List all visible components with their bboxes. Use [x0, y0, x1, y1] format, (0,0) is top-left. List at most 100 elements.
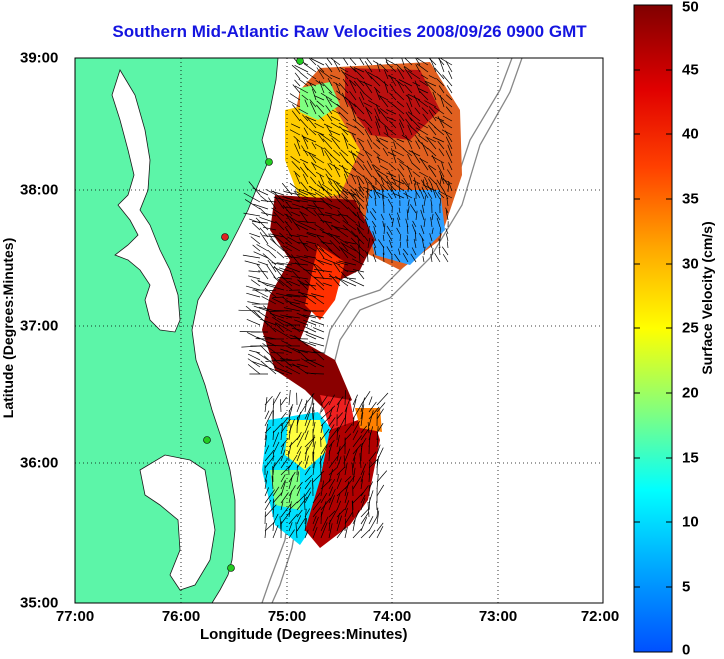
velocity-arrow [281, 296, 293, 305]
velocity-arrow [392, 149, 405, 157]
velocity-arrow [379, 63, 389, 73]
velocity-arrow [301, 134, 309, 143]
velocity-arrow [257, 261, 269, 266]
velocity-arrow [266, 244, 277, 252]
velocity-arrow [366, 58, 373, 66]
velocity-arrow [419, 189, 425, 200]
velocity-arrow [368, 473, 370, 483]
velocity-arrow [360, 412, 364, 427]
velocity-arrow [445, 233, 449, 242]
velocity-arrow [376, 76, 389, 87]
velocity-arrow [413, 238, 417, 249]
velocity-arrow [253, 203, 269, 210]
velocity-arrow [406, 235, 409, 242]
velocity-arrow [328, 273, 341, 287]
velocity-arrow [272, 455, 283, 469]
velocity-arrow [328, 488, 336, 504]
velocity-arrow [428, 165, 437, 178]
colorbar-tick-label: 40 [682, 125, 699, 143]
velocity-arrow [358, 175, 365, 185]
velocity-arrow [421, 107, 429, 115]
x-tick-label: 75:00 [267, 608, 307, 625]
velocity-arrow [359, 91, 365, 101]
velocity-arrow [343, 170, 357, 178]
velocity-arrow [320, 395, 328, 406]
velocity-arrow [360, 494, 366, 504]
velocity-arrow [372, 175, 381, 185]
velocity-arrow [289, 93, 301, 101]
velocity-arrow [434, 126, 445, 136]
velocity-arrow [338, 122, 349, 129]
velocity-arrow [379, 108, 389, 115]
velocity-arrow [293, 136, 301, 143]
velocity-arrow [438, 148, 445, 157]
y-tick-label: 38:00 [20, 181, 59, 199]
velocity-arrow [328, 467, 338, 476]
velocity-arrow [358, 186, 365, 196]
velocity-arrow [343, 129, 357, 136]
velocity-arrow [350, 237, 365, 252]
velocity-arrow [259, 227, 269, 238]
velocity-arrow [249, 232, 261, 238]
velocity-arrow [301, 135, 317, 143]
velocity-arrow [304, 479, 312, 490]
velocity-arrow [312, 506, 322, 518]
velocity-arrow [394, 253, 401, 263]
velocity-arrow [352, 258, 365, 266]
colorbar-tick-label: 0 [682, 641, 691, 659]
velocity-arrow [284, 242, 301, 252]
velocity-arrow [298, 190, 309, 196]
velocity-arrow [263, 355, 277, 368]
velocity-arrow [320, 460, 322, 476]
velocity-arrow [445, 106, 453, 115]
velocity-arrow [434, 106, 445, 115]
velocity-arrow [291, 64, 301, 73]
velocity-arrow [352, 269, 365, 273]
velocity-arrow [336, 492, 341, 504]
velocity-arrow [341, 132, 349, 143]
velocity-arrow [304, 491, 312, 504]
velocity-arrow [371, 238, 377, 249]
velocity-arrow [264, 445, 270, 455]
velocity-arrow [398, 114, 405, 122]
velocity-arrow [308, 127, 317, 136]
velocity-arrow [298, 188, 317, 196]
velocity-arrow [374, 115, 381, 129]
velocity-arrow [313, 95, 325, 101]
velocity-arrow [318, 247, 333, 259]
velocity-arrow [325, 173, 333, 185]
velocity-arrow [362, 148, 373, 157]
velocity-arrow [262, 343, 277, 354]
velocity-arrow [260, 200, 277, 203]
velocity-arrow [445, 228, 449, 235]
velocity-arrow [336, 434, 340, 448]
velocity-arrow [303, 149, 317, 157]
velocity-arrow [440, 120, 453, 129]
velocity-arrow [365, 195, 369, 207]
velocity-arrow [296, 481, 303, 490]
velocity-arrow [429, 242, 433, 249]
velocity-arrow [304, 419, 311, 434]
velocity-arrow [405, 191, 409, 200]
velocity-arrow [259, 207, 269, 217]
velocity-arrow [318, 80, 325, 94]
velocity-arrow [423, 195, 427, 207]
velocity-arrow [436, 217, 441, 228]
velocity-arrow [396, 67, 405, 80]
velocity-arrow [336, 442, 347, 455]
velocity-arrow [352, 448, 358, 462]
velocity-arrow [290, 211, 301, 217]
velocity-arrow [272, 398, 275, 413]
velocity-arrow [330, 74, 341, 80]
velocity-arrow [325, 62, 333, 73]
velocity-arrow [359, 253, 361, 263]
velocity-arrow [316, 184, 333, 196]
velocity-arrow [336, 427, 338, 441]
velocity-arrow [288, 406, 293, 420]
velocity-arrow [437, 140, 445, 150]
velocity-arrow [368, 529, 376, 539]
velocity-arrow [330, 116, 341, 122]
velocity-arrow [376, 392, 389, 406]
velocity-arrow [328, 232, 341, 245]
velocity-arrow [296, 139, 301, 150]
